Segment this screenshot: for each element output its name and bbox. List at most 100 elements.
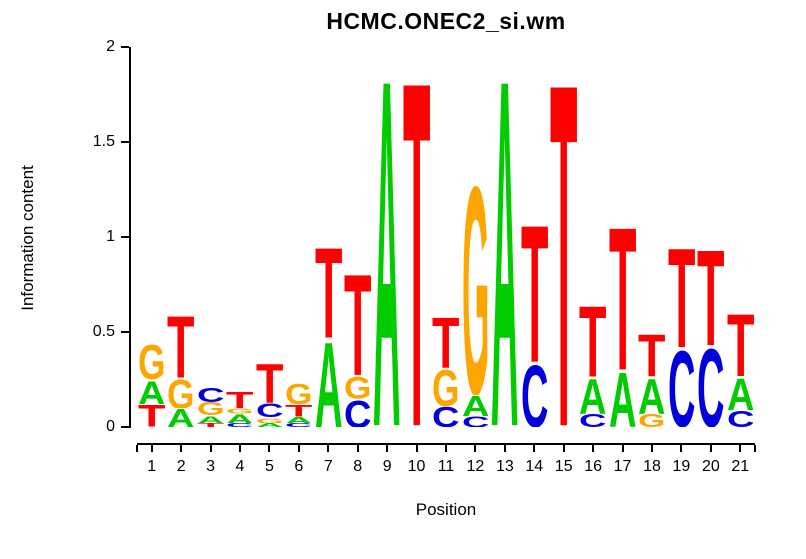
logo-letter-T: T bbox=[285, 404, 312, 416]
logo-letter-A: A bbox=[609, 370, 636, 427]
x-tick-label: 8 bbox=[353, 458, 363, 475]
x-tick bbox=[592, 445, 595, 452]
svg-text:T: T bbox=[403, 64, 430, 427]
svg-text:G: G bbox=[462, 176, 489, 395]
svg-text:C: C bbox=[256, 403, 283, 417]
x-tick bbox=[709, 445, 712, 452]
svg-text:A: A bbox=[638, 377, 665, 414]
logo-column-9: A bbox=[372, 47, 401, 427]
logo-letter-T: T bbox=[256, 362, 283, 403]
logo-letter-A: A bbox=[491, 62, 518, 427]
svg-text:T: T bbox=[638, 332, 665, 377]
svg-text:C: C bbox=[285, 423, 312, 427]
x-tick bbox=[739, 445, 742, 452]
x-tick-label: 18 bbox=[643, 458, 661, 475]
x-tick bbox=[754, 445, 756, 452]
svg-text:G: G bbox=[226, 408, 253, 414]
x-tick bbox=[136, 445, 138, 452]
svg-text:A: A bbox=[285, 417, 312, 424]
x-tick bbox=[239, 445, 241, 452]
x-tick bbox=[150, 445, 153, 452]
svg-text:T: T bbox=[226, 391, 253, 408]
logo-letter-G: G bbox=[344, 376, 371, 399]
x-tick bbox=[503, 445, 506, 452]
logo-letter-G: G bbox=[462, 176, 489, 395]
logo-letter-T: T bbox=[315, 243, 342, 338]
x-tick-label: 13 bbox=[495, 458, 514, 475]
svg-text:A: A bbox=[167, 408, 194, 427]
logo-letter-A: A bbox=[373, 62, 400, 427]
x-tick bbox=[356, 445, 359, 452]
x-tick-label: 16 bbox=[584, 458, 603, 475]
svg-text:G: G bbox=[138, 343, 165, 379]
x-tick-label: 10 bbox=[407, 458, 426, 475]
svg-text:T: T bbox=[668, 243, 695, 348]
y-tick bbox=[121, 46, 129, 48]
logo-letter-C: C bbox=[521, 362, 548, 427]
logo-letter-A: A bbox=[138, 380, 165, 405]
y-tick bbox=[121, 141, 129, 143]
svg-text:T: T bbox=[197, 423, 224, 427]
x-tick bbox=[474, 445, 477, 452]
x-tick bbox=[268, 445, 271, 452]
svg-text:T: T bbox=[285, 404, 312, 416]
logo-letter-A: A bbox=[638, 377, 665, 414]
logo-letter-A: A bbox=[226, 414, 253, 424]
logo-letter-T: T bbox=[167, 313, 194, 378]
svg-text:C: C bbox=[226, 423, 253, 427]
svg-text:T: T bbox=[727, 311, 754, 377]
x-tick-label: 1 bbox=[147, 458, 157, 475]
y-tick bbox=[121, 331, 129, 333]
logo-letter-C: C bbox=[579, 414, 606, 427]
svg-text:A: A bbox=[462, 395, 489, 416]
x-tick bbox=[180, 445, 183, 452]
svg-text:A: A bbox=[256, 423, 283, 427]
logo-letter-T: T bbox=[226, 391, 253, 408]
logo-letter-A: A bbox=[285, 417, 312, 424]
svg-text:C: C bbox=[197, 387, 224, 402]
svg-text:C: C bbox=[521, 362, 548, 427]
logo-letter-G: G bbox=[285, 383, 312, 404]
logo-letter-A: A bbox=[256, 423, 283, 427]
x-tick bbox=[386, 445, 389, 452]
logo-letter-C: C bbox=[285, 423, 312, 427]
logo-letter-T: T bbox=[432, 315, 459, 368]
y-tick bbox=[121, 426, 129, 428]
logo-letter-T: T bbox=[197, 423, 224, 427]
logo-letter-T: T bbox=[638, 332, 665, 377]
x-tick-label: 21 bbox=[731, 458, 750, 475]
x-tick-label: 15 bbox=[554, 458, 573, 475]
logo-letter-C: C bbox=[344, 399, 371, 428]
x-tick-label: 20 bbox=[701, 458, 720, 475]
logo-letter-T: T bbox=[579, 303, 606, 377]
logo-column-10: T bbox=[402, 47, 431, 427]
x-tick bbox=[680, 445, 683, 452]
x-tick bbox=[415, 445, 418, 452]
svg-text:T: T bbox=[521, 218, 548, 362]
svg-text:A: A bbox=[579, 377, 606, 414]
y-tick-label: 1.5 bbox=[92, 133, 115, 150]
logo-letter-G: G bbox=[167, 378, 194, 408]
svg-text:C: C bbox=[344, 399, 371, 428]
svg-text:G: G bbox=[256, 418, 283, 424]
x-tick-label: 4 bbox=[235, 458, 245, 475]
svg-text:T: T bbox=[138, 404, 165, 427]
x-tick-label: 6 bbox=[294, 458, 304, 475]
logo-letter-A: A bbox=[197, 416, 224, 424]
logo-letter-T: T bbox=[521, 218, 548, 362]
logo-letter-C: C bbox=[197, 387, 224, 402]
x-tick bbox=[562, 445, 565, 452]
logo-letter-C: C bbox=[226, 423, 253, 427]
svg-text:C: C bbox=[697, 345, 724, 427]
